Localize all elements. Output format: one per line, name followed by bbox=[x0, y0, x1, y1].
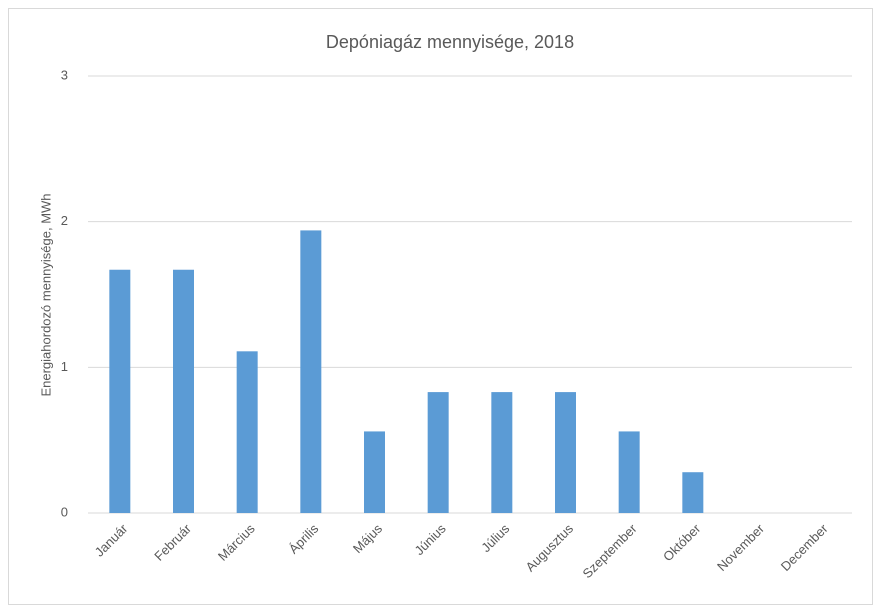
bar bbox=[109, 269, 131, 513]
bar bbox=[427, 392, 449, 513]
bar bbox=[364, 431, 385, 513]
bar bbox=[682, 472, 704, 513]
bar bbox=[173, 269, 194, 513]
y-tick-label: 2 bbox=[61, 213, 68, 228]
chart-title: Depóniagáz mennyisége, 2018 bbox=[326, 32, 574, 52]
y-tick-label: 3 bbox=[61, 67, 68, 82]
bar bbox=[555, 392, 576, 513]
bar bbox=[491, 392, 513, 513]
y-axis-title: Energiahordozó mennyisége, MWh bbox=[38, 193, 53, 396]
y-tick-label: 1 bbox=[61, 359, 68, 374]
chart-border bbox=[8, 8, 873, 605]
bar bbox=[300, 230, 322, 513]
y-tick-label: 0 bbox=[61, 504, 68, 519]
bar bbox=[236, 351, 258, 513]
bar bbox=[618, 431, 640, 513]
